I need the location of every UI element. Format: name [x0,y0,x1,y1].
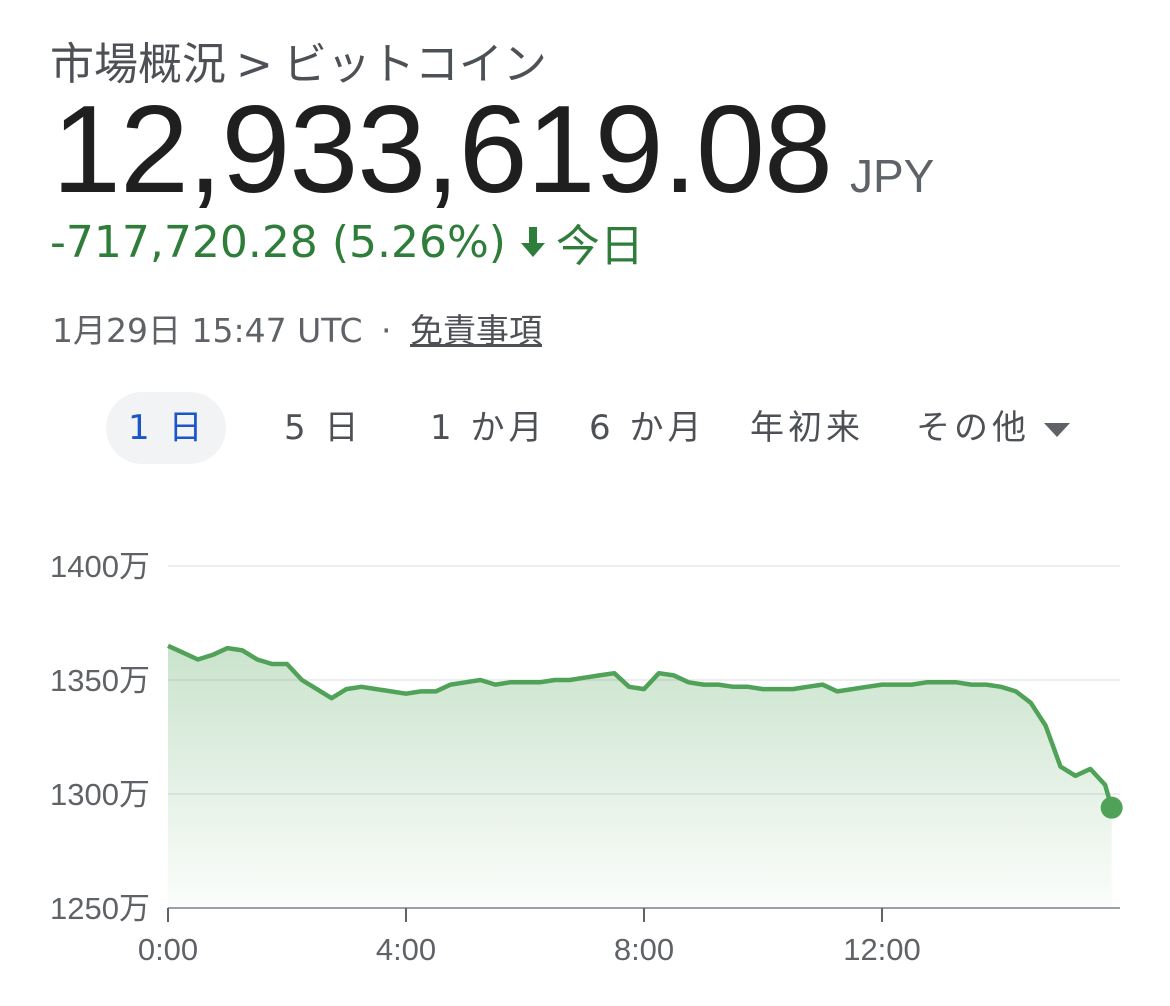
y-tick-label: 1300万 [50,777,150,812]
price-change-row: -717,720.28 (5.26%) 今日 [50,210,644,274]
tab-ytd[interactable]: 年初来 [750,408,864,448]
x-tick-label: 8:00 [614,932,674,967]
price-line [167,643,1114,809]
x-tick-label: 0:00 [138,932,198,967]
last-price-dot[interactable] [1100,796,1123,819]
price-change-value: -717,720.28 [50,216,318,268]
price-chart[interactable]: 1400万 1350万 1300万 1250万 0:00 4:00 8:00 12:00 [0,500,1170,1000]
chevron-down-icon [1044,422,1070,437]
change-period: 今日 [555,221,644,272]
x-axis: 0:00 4:00 8:00 12:00 [138,908,921,967]
current-price: 12,933,619.08 [52,81,833,219]
currency-code: JPY [849,150,935,202]
tab-5d[interactable]: 5 日 [284,408,363,448]
arrow-down-icon [520,227,545,257]
quote-meta: 1月29日 15:47 UTC · 免責事項 [52,304,542,352]
breadcrumb-separator: > [236,39,273,90]
tab-more[interactable]: その他 [916,392,1070,464]
tab-1m[interactable]: 1 か月 [430,408,547,448]
y-tick-label: 1400万 [50,549,150,584]
x-tick-label: 12:00 [843,932,921,967]
breadcrumb-current: ビットコイン [282,39,547,90]
x-tick-label: 4:00 [376,932,436,967]
quote-timestamp: 1月29日 15:47 UTC [52,311,363,350]
disclaimer-link[interactable]: 免責事項 [410,311,542,350]
price-row: 12,933,619.08 JPY [52,88,934,212]
price-change-percent: (5.26%) [331,216,506,268]
tab-more-label: その他 [916,408,1030,448]
y-tick-label: 1350万 [50,663,150,698]
y-tick-label: 1250万 [50,891,150,926]
meta-separator: · [381,311,392,350]
breadcrumb-parent-link[interactable]: 市場概況 [50,39,226,90]
y-axis: 1400万 1350万 1300万 1250万 [50,549,150,926]
breadcrumb: 市場概況 > ビットコイン [50,28,547,92]
tab-1d[interactable]: 1 日 [106,392,227,464]
price-area-fill [168,645,1112,908]
tab-6m[interactable]: 6 か月 [589,408,706,448]
time-range-tabs: 1 日 5 日 1 か月 6 か月 年初来 その他 [106,392,1086,464]
